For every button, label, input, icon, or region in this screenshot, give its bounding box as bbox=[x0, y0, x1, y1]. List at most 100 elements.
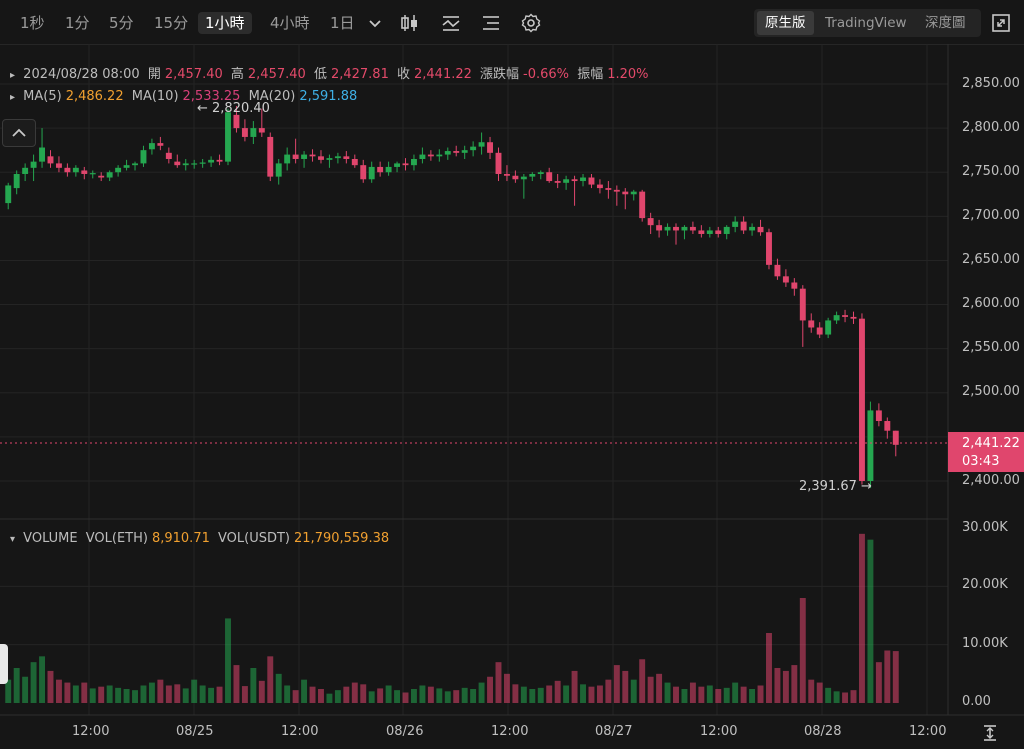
candle-body bbox=[647, 218, 654, 226]
interval-4h[interactable]: 4小時 bbox=[270, 14, 310, 32]
axis-settings-icon[interactable] bbox=[982, 724, 1004, 746]
volume-bar bbox=[715, 689, 722, 703]
indicator-icon[interactable] bbox=[440, 12, 462, 34]
volume-bar bbox=[647, 676, 654, 703]
volume-bar bbox=[427, 686, 434, 703]
candle-body bbox=[580, 177, 586, 182]
candle-body bbox=[360, 165, 367, 180]
candle-body bbox=[495, 152, 502, 174]
price-tick: 2,650.00 bbox=[962, 252, 1020, 267]
price-tick: 2,800.00 bbox=[962, 120, 1020, 135]
candle-body bbox=[208, 159, 215, 163]
volume-bar bbox=[64, 682, 71, 703]
high-value: 2,457.40 bbox=[247, 67, 306, 82]
volume-bar bbox=[664, 682, 671, 703]
candle-body bbox=[571, 179, 578, 182]
chevron-up-icon bbox=[12, 128, 26, 137]
volume-bar bbox=[106, 685, 113, 703]
candle-body bbox=[30, 161, 37, 168]
time-tick: 12:00 bbox=[909, 724, 947, 739]
view-tradingview-button[interactable]: TradingView bbox=[825, 15, 907, 31]
candle-body bbox=[225, 112, 231, 162]
volume-bar bbox=[351, 682, 358, 703]
candle-body bbox=[529, 173, 536, 177]
volume-bar bbox=[884, 650, 891, 703]
candle-body bbox=[740, 221, 747, 231]
candle-body bbox=[689, 226, 696, 231]
volume-bar bbox=[808, 679, 815, 703]
candle-body bbox=[98, 175, 105, 178]
volume-bar bbox=[875, 662, 882, 703]
candle-body bbox=[394, 163, 401, 167]
close-value: 2,441.22 bbox=[414, 67, 472, 82]
volume-bar bbox=[487, 676, 493, 703]
candle-body bbox=[791, 282, 798, 289]
chevron-down-icon[interactable] bbox=[364, 12, 386, 34]
ohlc-legend: ▸ 2024/08/28 08:00 開 2,457.40 高 2,457.40 低… bbox=[10, 63, 653, 82]
volume-tick: 20.00K bbox=[962, 577, 1008, 592]
view-native-button[interactable]: 原生版 bbox=[757, 11, 814, 35]
candle-body bbox=[715, 230, 722, 234]
time-tick: 08/27 bbox=[595, 724, 633, 739]
interval-1m[interactable]: 1分 bbox=[65, 14, 90, 32]
gear-icon[interactable] bbox=[520, 12, 542, 34]
volume-bar bbox=[825, 687, 832, 703]
volume-bar bbox=[258, 680, 265, 703]
volume-bar bbox=[867, 539, 874, 703]
interval-5m[interactable]: 5分 bbox=[109, 14, 134, 32]
close-label: 收 bbox=[396, 67, 410, 82]
volume-bar bbox=[749, 689, 756, 703]
chart-grid bbox=[0, 44, 948, 715]
volume-bar bbox=[377, 688, 384, 703]
candlestick-icon[interactable] bbox=[398, 12, 420, 34]
volume-bar bbox=[453, 690, 460, 703]
candle-body bbox=[292, 154, 299, 159]
volume-bar bbox=[774, 668, 781, 703]
volume-bars bbox=[5, 533, 899, 703]
candle-body bbox=[191, 163, 198, 165]
candle-body bbox=[698, 230, 705, 234]
candle-body bbox=[520, 176, 527, 180]
time-tick: 12:00 bbox=[700, 724, 738, 739]
ma-chevron-icon[interactable]: ▸ bbox=[10, 92, 16, 103]
candle-countdown: 03:43 bbox=[962, 454, 1000, 469]
candle-body bbox=[757, 226, 764, 233]
interval-1d[interactable]: 1日 bbox=[330, 14, 355, 32]
volume-bar bbox=[740, 686, 747, 703]
price-tick: 2,400.00 bbox=[962, 473, 1020, 488]
volume-bar bbox=[233, 665, 240, 703]
volume-bar bbox=[563, 685, 570, 703]
volume-bar bbox=[250, 668, 257, 703]
candle-body bbox=[165, 152, 172, 159]
view-depth-button[interactable]: 深度圖 bbox=[925, 15, 966, 31]
volume-bar bbox=[605, 679, 612, 703]
candle-body bbox=[148, 143, 155, 150]
volume-bar bbox=[165, 685, 172, 703]
fullscreen-icon[interactable] bbox=[990, 12, 1012, 34]
candle-body bbox=[326, 158, 333, 160]
candle-body bbox=[766, 232, 772, 265]
interval-1s[interactable]: 1秒 bbox=[20, 14, 45, 32]
legend-chevron-icon[interactable]: ▸ bbox=[10, 70, 16, 81]
volume-bar bbox=[39, 656, 45, 703]
volume-bar bbox=[411, 689, 417, 703]
candle-body bbox=[436, 154, 443, 157]
settings-list-icon[interactable] bbox=[480, 12, 502, 34]
volume-bar bbox=[681, 689, 688, 703]
volume-chevron-icon[interactable]: ▾ bbox=[10, 534, 16, 545]
volume-bar bbox=[275, 673, 282, 703]
candle-body bbox=[554, 181, 561, 183]
volume-bar bbox=[115, 687, 122, 703]
interval-15m[interactable]: 15分 bbox=[154, 14, 189, 32]
low-label: 低 bbox=[313, 67, 327, 82]
interval-1h[interactable]: 1小時 bbox=[198, 12, 252, 34]
collapse-legend-button[interactable] bbox=[2, 119, 36, 147]
volume-bar bbox=[72, 685, 79, 703]
candle-body bbox=[596, 184, 603, 189]
price-tick: 2,550.00 bbox=[962, 340, 1020, 355]
candle-body bbox=[132, 163, 138, 166]
side-drawer-handle[interactable] bbox=[0, 644, 8, 684]
candle-body bbox=[174, 161, 181, 166]
volume-bar bbox=[360, 684, 367, 703]
